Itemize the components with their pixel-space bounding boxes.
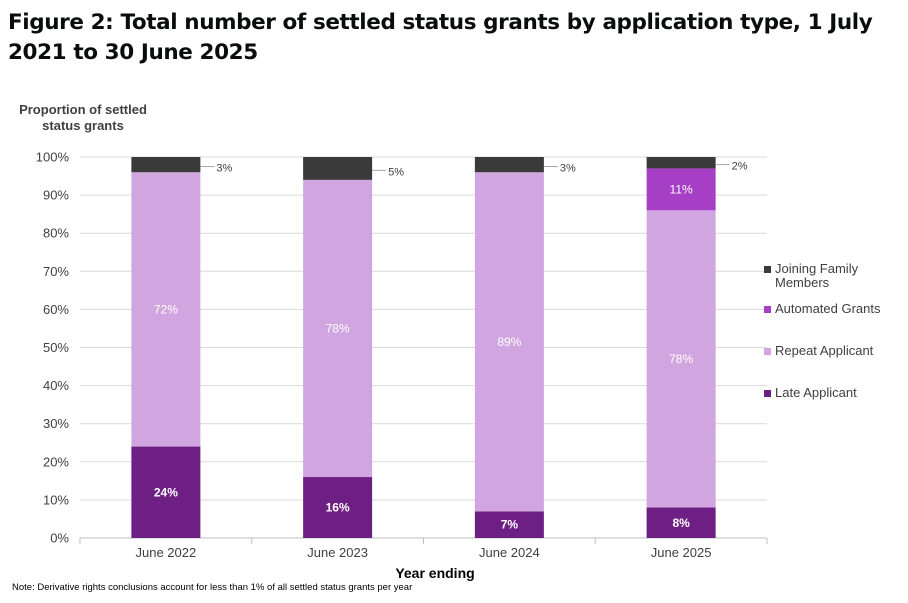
bar-segment-joining-family-members [131,157,201,173]
y-tick-label: 100% [36,150,70,165]
data-label: 2% [732,161,748,173]
y-tick-label: 70% [43,264,69,279]
legend-label: Automated Grants [775,301,881,316]
y-axis-ticks: 0% 10% 20% 30% 40% 50% 60% 70% 80% 90% 100% [36,150,70,546]
bar-segment-late-applicant [646,507,716,538]
data-label: 7% [501,518,519,532]
footnote: Note: Derivative rights conclusions acco… [12,582,413,593]
y-tick-label: 50% [43,340,69,355]
chart-title: Figure 2: Total number of settled status… [8,10,873,65]
data-label: 5% [388,166,404,178]
y-tick-label: 60% [43,302,69,317]
bar-segment-repeat-applicant [474,172,544,512]
data-label: 24% [154,485,178,499]
bar-segment-late-applicant [303,477,373,538]
bar-segment-repeat-applicant [646,210,716,508]
x-tick-label: June 2025 [651,545,712,560]
y-tick-label: 80% [43,226,69,241]
legend-item-joining-family-members: Joining Family Members [764,262,897,290]
y-tick-label: 10% [43,492,69,507]
legend-swatch [764,390,771,397]
data-label: 78% [669,352,693,366]
legend-label: Joining Family Members [775,261,859,290]
data-label: 72% [154,302,178,316]
y-tick-label: 90% [43,188,69,203]
x-tick-label: June 2022 [136,545,197,560]
data-label: 11% [670,182,693,196]
legend-swatch [764,266,771,273]
x-axis-title: Year ending [395,565,475,581]
data-label: 8% [672,516,690,530]
bar-segment-joining-family-members [303,157,373,180]
bars [131,157,716,538]
y-tick-label: 40% [43,378,69,393]
legend-swatch [764,348,771,355]
data-label: 78% [326,321,350,335]
data-label: 89% [497,335,521,349]
legend-item-automated-grants: Automated Grants [764,302,897,316]
data-labels: 24% 72% 3% 16% 78% 5% 7% 89% 3% 8% 78% 11% 2% [154,161,748,532]
data-label: 16% [326,501,350,515]
y-tick-label: 20% [43,454,69,469]
y-tick-label: 30% [43,416,69,431]
legend-label: Repeat Applicant [775,343,874,358]
y-axis-title: Proportion of settled status grants [19,102,147,133]
x-axis-ticks: June 2022 June 2023 June 2024 June 2025 [136,545,712,560]
legend-item-late-applicant: Late Applicant [764,386,897,400]
data-label: 3% [216,163,232,175]
legend-label: Late Applicant [775,385,857,400]
legend-swatch [764,306,771,313]
x-tick-label: June 2024 [479,545,540,560]
bar-segment-late-applicant [131,446,201,538]
bar-segment-automated-grants [646,168,716,211]
bar-segment-repeat-applicant [303,179,373,478]
y-tick-label: 0% [50,531,69,546]
bar-segment-joining-family-members [474,157,544,173]
legend-item-repeat-applicant: Repeat Applicant [764,344,897,358]
bar-segment-late-applicant [474,511,544,538]
bar-segment-joining-family-members [646,157,716,169]
x-tick-label: June 2023 [307,545,368,560]
data-label: 3% [560,163,576,175]
bar-segment-repeat-applicant [131,172,201,447]
